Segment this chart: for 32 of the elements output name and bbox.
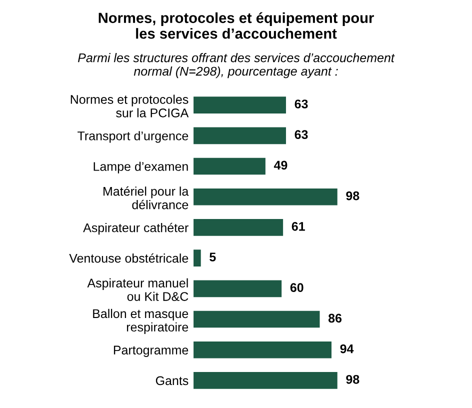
chart-subtitle: Parmi les structures offrant des services d’accouchement normal (N=298), pourcentage ayant : <box>78 53 395 78</box>
y-tick-label: Normes et protocoles sur la PCIGA <box>70 94 189 118</box>
y-tick-label: Transport d’urgence <box>78 131 188 143</box>
y-tick-label: Lampe d’examen <box>94 162 188 174</box>
data-label: 5 <box>210 252 216 262</box>
y-tick-label: Aspirateur cathéter <box>83 222 188 235</box>
y-tick-label: Ballon et masque respiratoire <box>93 308 188 334</box>
bar <box>194 280 282 298</box>
data-label: 63 <box>294 100 308 108</box>
y-tick-label: Matériel pour la délivrance <box>104 186 189 210</box>
bar <box>194 219 284 236</box>
y-tick-label: Gants <box>156 376 188 386</box>
data-label: 49 <box>274 160 288 170</box>
data-label: 94 <box>340 344 354 354</box>
y-tick-label: Ventouse obstétricale <box>69 253 188 263</box>
data-label: 63 <box>294 130 308 140</box>
bar <box>194 250 201 266</box>
y-tick-label: Aspirateur manuel ou Kit D&C <box>87 278 188 301</box>
bar <box>194 127 286 144</box>
y-tick-label: Partogramme <box>114 346 188 357</box>
bar <box>194 341 332 358</box>
bar <box>194 372 338 389</box>
bar <box>194 158 266 175</box>
data-label: 98 <box>346 374 360 384</box>
data-label: 98 <box>346 191 360 200</box>
data-label: 86 <box>328 314 342 323</box>
bar <box>194 188 338 206</box>
chart-title: Normes, protocoles et équipement pour les services d’accouchement <box>98 12 374 39</box>
data-label: 60 <box>290 283 304 292</box>
data-label: 61 <box>292 222 305 231</box>
bar <box>194 96 286 114</box>
bar <box>194 310 320 328</box>
